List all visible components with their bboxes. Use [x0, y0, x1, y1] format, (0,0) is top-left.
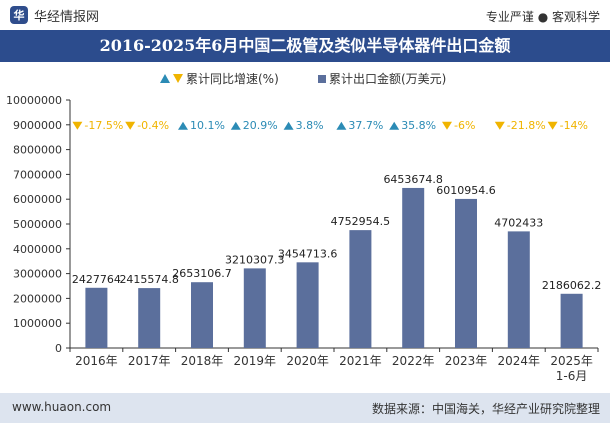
growth-down-marker	[442, 121, 452, 130]
bar-value-label: 4702433	[494, 216, 543, 229]
x-tick-label: 2019年	[234, 354, 277, 368]
bar-value-label: 4752954.5	[331, 215, 391, 228]
x-tick-label: 2025年	[550, 354, 593, 368]
legend-growth-label: 累计同比增速(%)	[186, 72, 279, 86]
bar	[138, 288, 161, 348]
legend-export: 累计出口金额(万美元)	[318, 70, 446, 87]
bar	[402, 187, 425, 348]
bar-value-label: 3454713.6	[278, 247, 338, 260]
growth-down-marker	[547, 121, 558, 130]
square-icon	[318, 74, 326, 83]
growth-down-marker	[494, 121, 505, 130]
bar-value-label: 2186062.2	[542, 279, 602, 292]
growth-label: 37.7%	[348, 119, 383, 132]
bar	[560, 293, 583, 348]
footer-website: www.huaon.com	[12, 400, 112, 414]
growth-label: -21.8%	[507, 119, 546, 132]
triangle-down-icon	[173, 74, 183, 83]
x-tick-label: 1-6月	[556, 369, 588, 383]
bar-value-label: 2415574.8	[119, 273, 179, 286]
growth-label: 10.1%	[190, 119, 225, 132]
growth-label: -17.5%	[84, 119, 123, 132]
y-tick-label: 10000000	[6, 94, 62, 107]
bar-value-label: 2427764	[72, 273, 121, 286]
growth-up-marker	[178, 121, 188, 130]
growth-up-marker	[230, 121, 241, 130]
footer-source: 数据来源：中国海关，华经产业研究院整理	[371, 402, 600, 416]
legend: 累计同比增速(%) 累计出口金额(万美元)	[0, 70, 610, 88]
bar-chart: 0 1000000 2000000 3000000 4000000 5000000 6000…	[6, 94, 601, 383]
bar	[507, 231, 530, 348]
growth-label: -14%	[560, 119, 588, 132]
bar	[455, 198, 477, 348]
x-tick-label: 2016年	[75, 354, 118, 368]
growth-label: 35.8%	[401, 119, 436, 132]
title-bar: 2016-2025年6月中国二极管及类似半导体器件出口金额	[0, 30, 610, 62]
growth-down-marker	[125, 121, 136, 130]
bar-value-label: 6010954.6	[436, 184, 496, 197]
brand: 华 华经情报网	[10, 5, 99, 25]
y-tick-label: 3000000	[13, 268, 62, 281]
growth-label: 20.9%	[243, 119, 278, 132]
huajing-logo-icon: 华	[10, 6, 28, 24]
y-tick-label: 1000000	[13, 317, 62, 330]
y-tick-label: 2000000	[13, 292, 62, 305]
x-tick-label: 2020年	[286, 354, 329, 368]
y-axis: 0 1000000 2000000 3000000 4000000 5000000 6000…	[6, 94, 71, 355]
y-tick-label: 4000000	[13, 243, 62, 256]
bar-value-label: 2653106.7	[172, 267, 232, 280]
x-tick-label: 2022年	[392, 354, 435, 368]
x-tick-label: 2017年	[128, 354, 171, 368]
growth-label: -6%	[454, 119, 475, 132]
x-tick-label: 2021年	[339, 354, 382, 368]
growth-label: -0.4%	[137, 119, 169, 132]
y-tick-label: 6000000	[13, 193, 62, 206]
y-tick-label: 9000000	[13, 119, 62, 132]
legend-export-label: 累计出口金额(万美元)	[329, 72, 447, 86]
growth-up-marker	[336, 121, 347, 130]
y-tick-label: 0	[55, 342, 62, 355]
x-tick-label: 2018年	[181, 354, 224, 368]
triangle-up-icon	[160, 74, 170, 83]
legend-growth: 累计同比增速(%)	[160, 70, 279, 87]
bar	[296, 262, 319, 348]
footer: www.huaon.com 数据来源：中国海关，华经产业研究院整理	[0, 393, 610, 423]
x-tick-label: 2024年	[498, 354, 541, 368]
bar-value-label: 3210307.3	[225, 253, 285, 266]
bar	[243, 268, 266, 348]
y-tick-label: 8000000	[13, 144, 62, 157]
x-tick-label: 2023年	[445, 354, 488, 368]
tagline: 专业严谨 ● 客观科学	[485, 10, 600, 24]
growth-up-marker	[389, 121, 400, 130]
growth-labels: -17.5% -0.4% 10.1% 20.9% 3.8% 37.7% 35.8% -6% -2…	[72, 119, 588, 132]
growth-label: 3.8%	[296, 119, 324, 132]
header: 华 华经情报网 专业严谨 ● 客观科学	[0, 0, 610, 30]
bar	[85, 287, 108, 348]
bars	[85, 187, 583, 348]
y-tick-label: 5000000	[13, 218, 62, 231]
bar-value-label: 6453674.8	[383, 173, 443, 186]
brand-name: 华经情报网	[34, 9, 100, 25]
growth-up-marker	[283, 121, 294, 130]
bar	[191, 282, 213, 348]
growth-down-marker	[72, 121, 83, 130]
bar-labels: 24277642415574.82653106.73210307.3345471…	[72, 173, 601, 292]
chart-title: 2016-2025年6月中国二极管及类似半导体器件出口金额	[99, 36, 511, 55]
y-tick-label: 7000000	[13, 168, 62, 181]
bar	[349, 230, 372, 348]
x-axis: 2016年 2017年 2018年 2019年 2020年 2021年 2022年 2023年…	[69, 347, 599, 383]
